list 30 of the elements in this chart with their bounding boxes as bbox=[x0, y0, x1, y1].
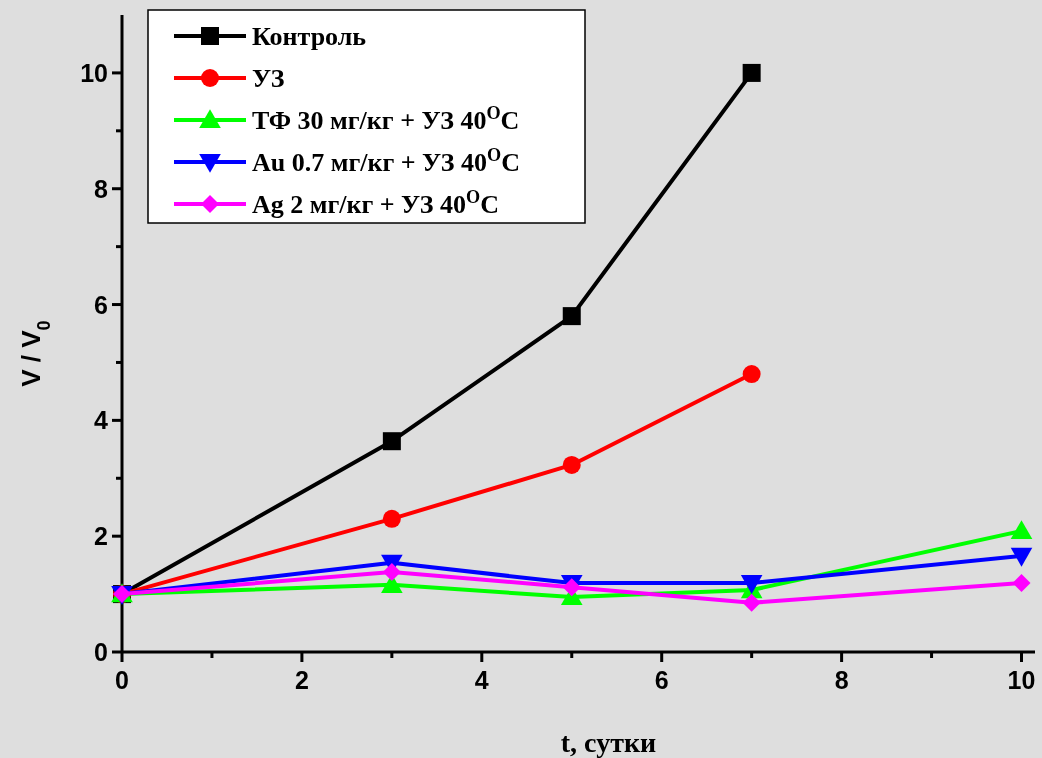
y-tick-label: 0 bbox=[94, 638, 108, 666]
y-tick-label: 2 bbox=[94, 522, 108, 551]
point bbox=[742, 365, 761, 384]
x-axis-title: t, сутки bbox=[560, 727, 657, 758]
legend-label: УЗ bbox=[252, 64, 285, 93]
legend-label: Ag 2 мг/кг + УЗ 40$^{O}$C bbox=[252, 187, 500, 219]
x-tick-label: 8 bbox=[834, 666, 849, 694]
point bbox=[382, 563, 401, 582]
legend-label: Контроль bbox=[252, 22, 367, 51]
point bbox=[740, 574, 763, 594]
legend-label: ТФ 30 мг/кг + УЗ 40$^{O}$C bbox=[252, 103, 520, 135]
point bbox=[742, 63, 761, 82]
point bbox=[382, 432, 401, 451]
x-tick-label: 4 bbox=[474, 666, 489, 694]
point bbox=[1010, 547, 1033, 567]
point bbox=[562, 455, 581, 474]
y-tick-label: 6 bbox=[94, 290, 108, 319]
x-tick-label: 6 bbox=[654, 666, 669, 694]
point bbox=[742, 593, 761, 612]
x-tick-label: 10 bbox=[1007, 666, 1036, 694]
point bbox=[1012, 574, 1031, 593]
legend-label: Au 0.7 мг/кг + УЗ 40$^{O}$C bbox=[252, 145, 520, 177]
x-tick-label: 0 bbox=[115, 666, 129, 694]
point bbox=[382, 509, 401, 528]
point bbox=[562, 307, 581, 326]
point bbox=[1010, 520, 1033, 540]
y-tick-label: 8 bbox=[94, 174, 109, 203]
y-tick-label: 4 bbox=[94, 406, 109, 435]
y-tick-label: 10 bbox=[80, 58, 108, 87]
x-tick-label: 2 bbox=[294, 666, 309, 694]
